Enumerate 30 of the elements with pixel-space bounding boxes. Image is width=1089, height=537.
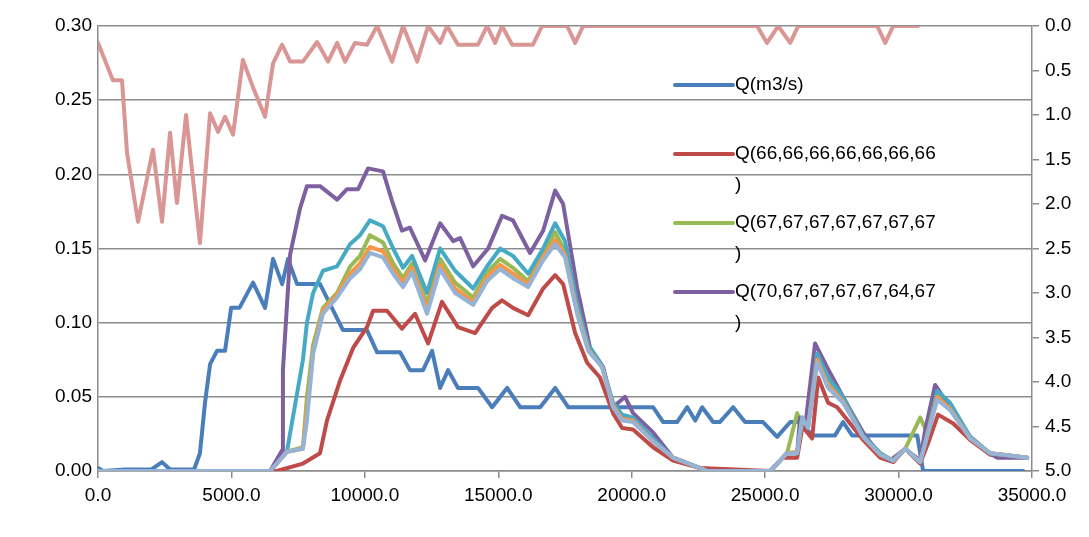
legend-label: Q(66,66,66,66,66,66,66) [735, 142, 936, 195]
y2-tick-label: 3.5 [1045, 325, 1072, 347]
y2-tick-label: 5.0 [1045, 459, 1072, 481]
y-tick-label: 0.25 [55, 88, 92, 110]
legend-label: Q(70,67,67,67,67,64,67) [735, 280, 936, 333]
y-tick-label: 0.05 [55, 385, 92, 407]
legend-label: Q(67,67,67,67,67,67,67) [735, 211, 936, 264]
y-tick-label: 0.20 [55, 162, 92, 184]
y-tick-label: 0.00 [55, 459, 92, 481]
y2-tick-label: 1.5 [1045, 147, 1072, 169]
y2-tick-label: 4.0 [1045, 370, 1072, 392]
x-tick-label: 35000.0 [997, 483, 1067, 505]
y-tick-label: 0.15 [55, 236, 92, 258]
x-tick-label: 5000.0 [202, 483, 261, 505]
y2-tick-label: 2.5 [1045, 236, 1072, 258]
legend-label: Q(m3/s) [735, 73, 804, 95]
y-tick-label: 0.10 [55, 310, 92, 332]
y2-tick-label: 4.5 [1045, 414, 1072, 436]
x-tick-label: 25000.0 [730, 483, 800, 505]
y2-tick-label: 3.0 [1045, 281, 1072, 303]
x-tick-label: 15000.0 [463, 483, 533, 505]
x-tick-label: 10000.0 [330, 483, 400, 505]
y2-tick-label: 0.5 [1045, 58, 1072, 80]
x-tick-label: 30000.0 [864, 483, 933, 505]
y-tick-label: 0.30 [55, 14, 92, 36]
y2-tick-label: 1.0 [1045, 103, 1072, 125]
x-tick-label: 0.0 [84, 483, 112, 505]
y2-tick-label: 2.0 [1045, 192, 1072, 214]
x-tick-label: 20000.0 [597, 483, 667, 505]
y2-tick-label: 0.0 [1045, 14, 1072, 36]
